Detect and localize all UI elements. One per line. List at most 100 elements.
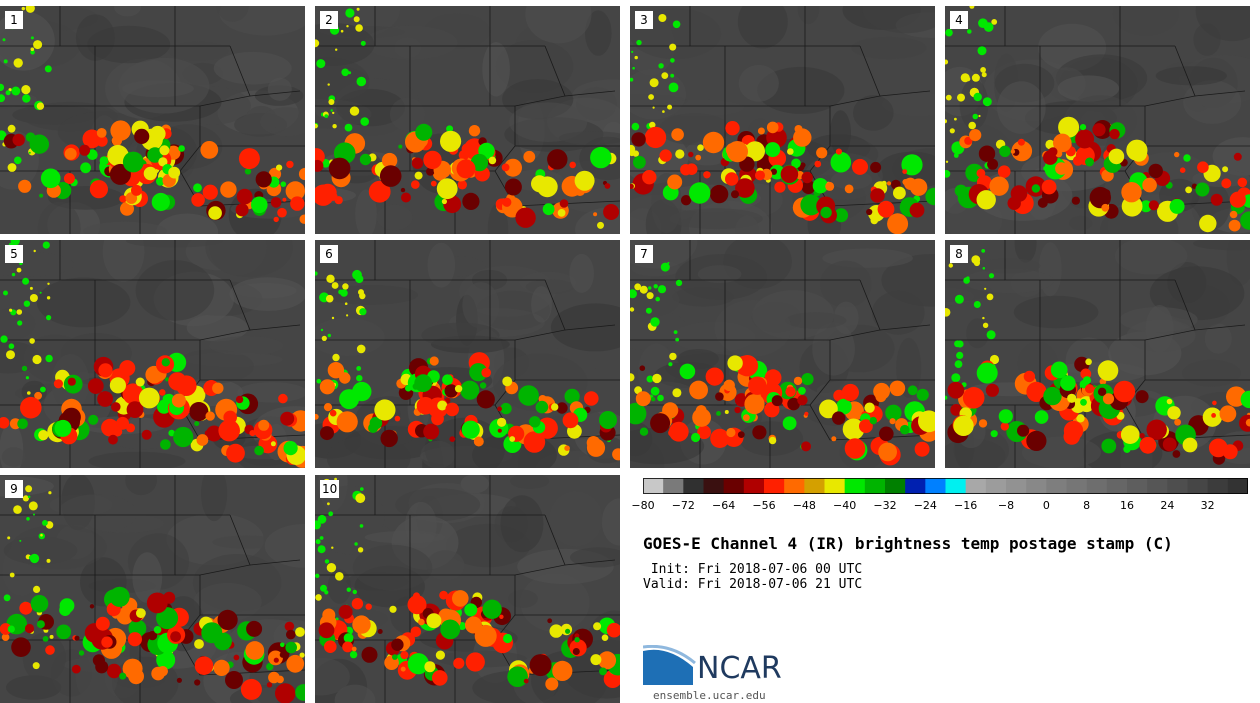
init-time: Init: Fri 2018-07-06 00 UTC bbox=[643, 562, 863, 577]
convective-cell bbox=[346, 25, 349, 28]
convective-cell bbox=[223, 410, 237, 425]
convective-cell bbox=[997, 165, 1011, 178]
convective-cell bbox=[34, 391, 42, 400]
convective-cell bbox=[205, 411, 215, 421]
convective-cell bbox=[1053, 133, 1072, 153]
cloud-shade bbox=[1145, 305, 1174, 353]
convective-cell bbox=[21, 365, 28, 372]
convective-cell bbox=[3, 594, 11, 602]
convective-cell bbox=[22, 277, 30, 285]
convective-cell bbox=[48, 491, 52, 495]
convective-cell bbox=[178, 145, 185, 152]
convective-cell bbox=[1017, 138, 1025, 146]
convective-cell bbox=[194, 656, 214, 675]
convective-cell bbox=[23, 300, 31, 307]
cloud-shade bbox=[757, 66, 845, 114]
cloud-shade bbox=[426, 550, 465, 581]
convective-cell bbox=[1199, 214, 1217, 233]
convective-cell bbox=[56, 624, 72, 640]
convective-cell bbox=[96, 135, 108, 147]
convective-cell bbox=[16, 309, 23, 315]
convective-cell bbox=[418, 618, 425, 626]
convective-cell bbox=[1067, 393, 1077, 403]
convective-cell bbox=[220, 181, 237, 198]
convective-cell bbox=[584, 391, 599, 406]
convective-cell bbox=[355, 24, 363, 32]
convective-cell bbox=[630, 402, 647, 425]
cloud-shade bbox=[959, 79, 989, 130]
convective-cell bbox=[630, 289, 637, 299]
convective-cell bbox=[283, 441, 298, 456]
convective-cell bbox=[590, 654, 602, 666]
convective-cell bbox=[298, 167, 305, 181]
cloud-shade bbox=[260, 107, 305, 137]
convective-cell bbox=[218, 419, 240, 442]
convective-cell bbox=[326, 563, 337, 573]
cloud-shade bbox=[114, 433, 171, 450]
convective-cell bbox=[1037, 197, 1048, 208]
convective-cell bbox=[999, 145, 1011, 157]
convective-cell bbox=[159, 389, 166, 396]
cloud-shade bbox=[462, 282, 500, 329]
cloud-shade bbox=[88, 451, 186, 468]
convective-cell bbox=[909, 202, 925, 218]
convective-cell bbox=[345, 8, 355, 18]
convective-cell bbox=[702, 131, 725, 154]
convective-cell bbox=[965, 163, 984, 182]
convective-cell bbox=[446, 125, 454, 133]
convective-cell bbox=[315, 39, 320, 48]
convective-cell bbox=[80, 162, 91, 174]
figure-title: GOES-E Channel 4 (IR) brightness temp po… bbox=[643, 534, 1173, 553]
convective-cell bbox=[356, 76, 367, 87]
convective-cell bbox=[38, 430, 49, 441]
convective-cell bbox=[785, 386, 796, 397]
colorbar-bin bbox=[824, 478, 846, 494]
convective-cell bbox=[9, 308, 13, 312]
convective-cell bbox=[945, 119, 947, 124]
cloud-shade bbox=[830, 110, 851, 156]
convective-cell bbox=[529, 416, 541, 428]
cloud-shade bbox=[1182, 359, 1241, 387]
convective-cell bbox=[1121, 182, 1142, 203]
map-panel-9 bbox=[0, 475, 305, 703]
convective-cell bbox=[987, 158, 999, 170]
convective-cell bbox=[290, 196, 305, 211]
convective-cell bbox=[1108, 148, 1125, 165]
convective-cell bbox=[418, 133, 425, 140]
convective-cell bbox=[240, 678, 262, 700]
convective-cell bbox=[593, 622, 602, 631]
cloud-shade bbox=[872, 290, 925, 335]
convective-cell bbox=[669, 352, 677, 361]
convective-cell bbox=[562, 412, 579, 429]
convective-cell bbox=[213, 659, 230, 676]
cloud-shade bbox=[75, 14, 115, 61]
convective-cell bbox=[233, 654, 240, 661]
map-panel-8 bbox=[945, 240, 1250, 468]
colorbar-tick-label: −48 bbox=[792, 499, 816, 512]
panel-number-label: 6 bbox=[320, 245, 338, 263]
cloud-shade bbox=[315, 65, 370, 101]
cloud-shade bbox=[376, 204, 413, 231]
cloud-shade bbox=[322, 285, 419, 305]
cloud-shade bbox=[363, 25, 458, 60]
convective-cell bbox=[122, 383, 144, 405]
convective-cell bbox=[49, 634, 54, 639]
convective-cell bbox=[25, 485, 33, 493]
convective-cell bbox=[63, 173, 75, 184]
convective-cell bbox=[356, 344, 366, 354]
convective-cell bbox=[250, 196, 268, 214]
convective-cell bbox=[462, 192, 480, 210]
convective-cell bbox=[612, 448, 620, 461]
convective-cell bbox=[630, 144, 636, 154]
convective-cell bbox=[7, 163, 17, 172]
convective-cell bbox=[439, 590, 448, 600]
convective-cell bbox=[968, 121, 976, 130]
convective-cell bbox=[1142, 177, 1157, 193]
convective-cell bbox=[273, 216, 279, 223]
convective-cell bbox=[285, 181, 305, 201]
convective-cell bbox=[801, 373, 814, 386]
convective-cell bbox=[469, 363, 488, 382]
colorbar-bin bbox=[643, 478, 664, 494]
convective-cell bbox=[331, 316, 335, 320]
convective-cell bbox=[500, 402, 512, 415]
